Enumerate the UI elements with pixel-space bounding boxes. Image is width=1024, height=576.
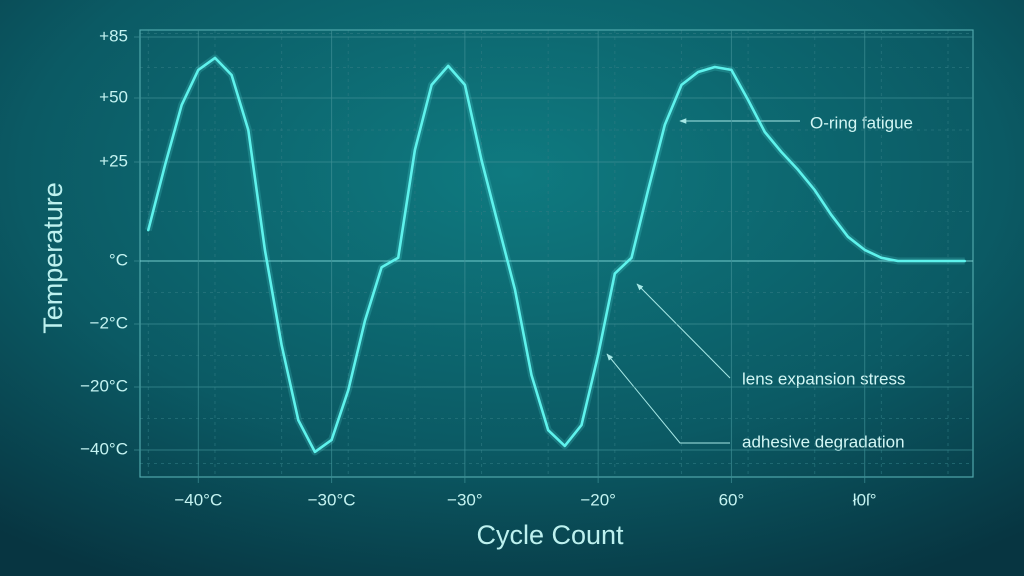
annotation: adhesive degradation — [742, 432, 905, 451]
y-axis-label: Temperature — [38, 182, 68, 334]
y-tick-label: +85 — [99, 26, 128, 45]
x-tick-label: −20° — [580, 490, 616, 509]
plot-frame — [139, 29, 974, 478]
annotation-arrow — [606, 353, 730, 444]
data-line — [147, 56, 966, 454]
x-tick-label: −30°C — [308, 490, 356, 509]
x-tick-label: −30° — [447, 490, 483, 509]
annotation: O-ring fatigue — [810, 113, 913, 132]
minor-grid — [140, 30, 973, 477]
y-tick-label: +25 — [99, 151, 128, 170]
x-axis-label: Cycle Count — [476, 520, 624, 550]
x-tick-label: ł0ſ° — [853, 490, 877, 509]
x-tick-label: 60° — [719, 490, 745, 509]
y-tick-label: −20°C — [80, 376, 128, 395]
y-tick-label: −2°C — [90, 313, 128, 332]
annotation: lens expansion stress — [742, 369, 905, 388]
y-tick-label: +50 — [99, 87, 128, 106]
annotation-arrow — [636, 283, 731, 379]
y-tick-label: −40°C — [80, 439, 128, 458]
y-tick-label: °C — [109, 250, 128, 269]
x-tick-label: −40°C — [174, 490, 222, 509]
